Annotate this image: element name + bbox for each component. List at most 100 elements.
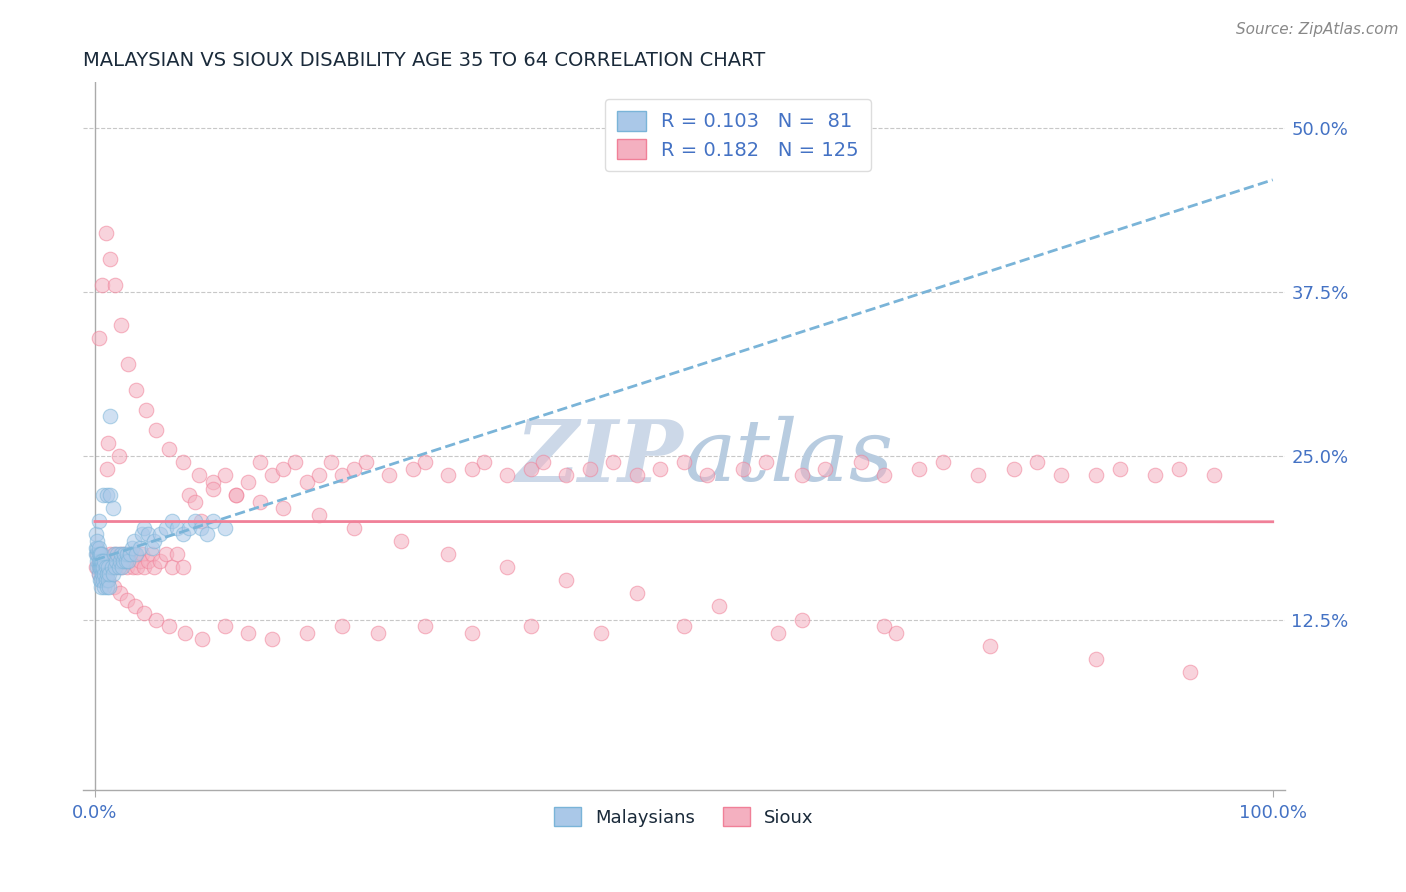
- Point: [86, 553, 108, 567]
- Point: [731, 462, 754, 476]
- Point: [86, 533, 108, 548]
- Point: [87, 514, 110, 528]
- Point: [98, 580, 121, 594]
- Point: [94, 574, 117, 588]
- Point: [121, 541, 143, 555]
- Point: [115, 593, 138, 607]
- Text: MALAYSIAN VS SIOUX DISABILITY AGE 35 TO 64 CORRELATION CHART: MALAYSIAN VS SIOUX DISABILITY AGE 35 TO …: [83, 51, 765, 70]
- Point: [124, 599, 146, 614]
- Point: [402, 462, 425, 476]
- Point: [107, 560, 129, 574]
- Point: [766, 625, 789, 640]
- Point: [260, 468, 283, 483]
- Point: [755, 455, 778, 469]
- Point: [101, 566, 124, 581]
- Point: [86, 547, 108, 561]
- Point: [115, 547, 138, 561]
- Point: [814, 462, 837, 476]
- Point: [104, 278, 127, 293]
- Point: [367, 625, 389, 640]
- Point: [187, 468, 209, 483]
- Point: [225, 488, 247, 502]
- Point: [86, 547, 108, 561]
- Point: [111, 560, 134, 574]
- Point: [343, 521, 366, 535]
- Point: [790, 468, 813, 483]
- Point: [201, 514, 224, 528]
- Point: [89, 560, 111, 574]
- Point: [108, 553, 131, 567]
- Point: [96, 462, 118, 476]
- Point: [91, 560, 114, 574]
- Point: [91, 553, 114, 567]
- Point: [236, 625, 259, 640]
- Point: [461, 625, 484, 640]
- Point: [319, 455, 342, 469]
- Point: [90, 574, 112, 588]
- Point: [86, 560, 108, 574]
- Point: [284, 455, 307, 469]
- Point: [908, 462, 931, 476]
- Point: [626, 468, 648, 483]
- Point: [461, 462, 484, 476]
- Point: [873, 468, 896, 483]
- Point: [1143, 468, 1166, 483]
- Point: [142, 533, 165, 548]
- Point: [120, 547, 142, 561]
- Point: [967, 468, 990, 483]
- Point: [136, 553, 159, 567]
- Point: [107, 449, 129, 463]
- Point: [98, 252, 121, 267]
- Point: [96, 488, 118, 502]
- Point: [273, 501, 295, 516]
- Point: [98, 553, 121, 567]
- Point: [472, 455, 495, 469]
- Point: [134, 606, 156, 620]
- Text: Source: ZipAtlas.com: Source: ZipAtlas.com: [1236, 22, 1399, 37]
- Point: [97, 560, 120, 574]
- Point: [141, 547, 163, 561]
- Point: [149, 553, 172, 567]
- Point: [932, 455, 955, 469]
- Point: [1108, 462, 1130, 476]
- Point: [91, 560, 114, 574]
- Point: [90, 547, 112, 561]
- Point: [578, 462, 600, 476]
- Point: [105, 553, 128, 567]
- Text: atlas: atlas: [683, 416, 893, 499]
- Point: [127, 560, 149, 574]
- Point: [225, 488, 247, 502]
- Point: [136, 527, 159, 541]
- Point: [172, 527, 194, 541]
- Point: [104, 547, 127, 561]
- Point: [160, 560, 183, 574]
- Point: [195, 527, 218, 541]
- Point: [201, 482, 224, 496]
- Point: [114, 553, 136, 567]
- Point: [172, 455, 194, 469]
- Point: [96, 566, 118, 581]
- Point: [249, 455, 271, 469]
- Point: [84, 527, 107, 541]
- Point: [104, 560, 127, 574]
- Point: [125, 547, 148, 561]
- Point: [91, 547, 114, 561]
- Point: [979, 639, 1001, 653]
- Point: [696, 468, 718, 483]
- Point: [128, 553, 150, 567]
- Point: [249, 494, 271, 508]
- Point: [101, 501, 124, 516]
- Point: [125, 384, 148, 398]
- Point: [90, 553, 112, 567]
- Point: [122, 533, 145, 548]
- Point: [160, 514, 183, 528]
- Point: [87, 553, 110, 567]
- Point: [100, 560, 122, 574]
- Point: [91, 566, 114, 581]
- Point: [709, 599, 731, 614]
- Point: [84, 547, 107, 561]
- Point: [191, 632, 214, 647]
- Point: [873, 619, 896, 633]
- Point: [437, 547, 460, 561]
- Point: [145, 613, 167, 627]
